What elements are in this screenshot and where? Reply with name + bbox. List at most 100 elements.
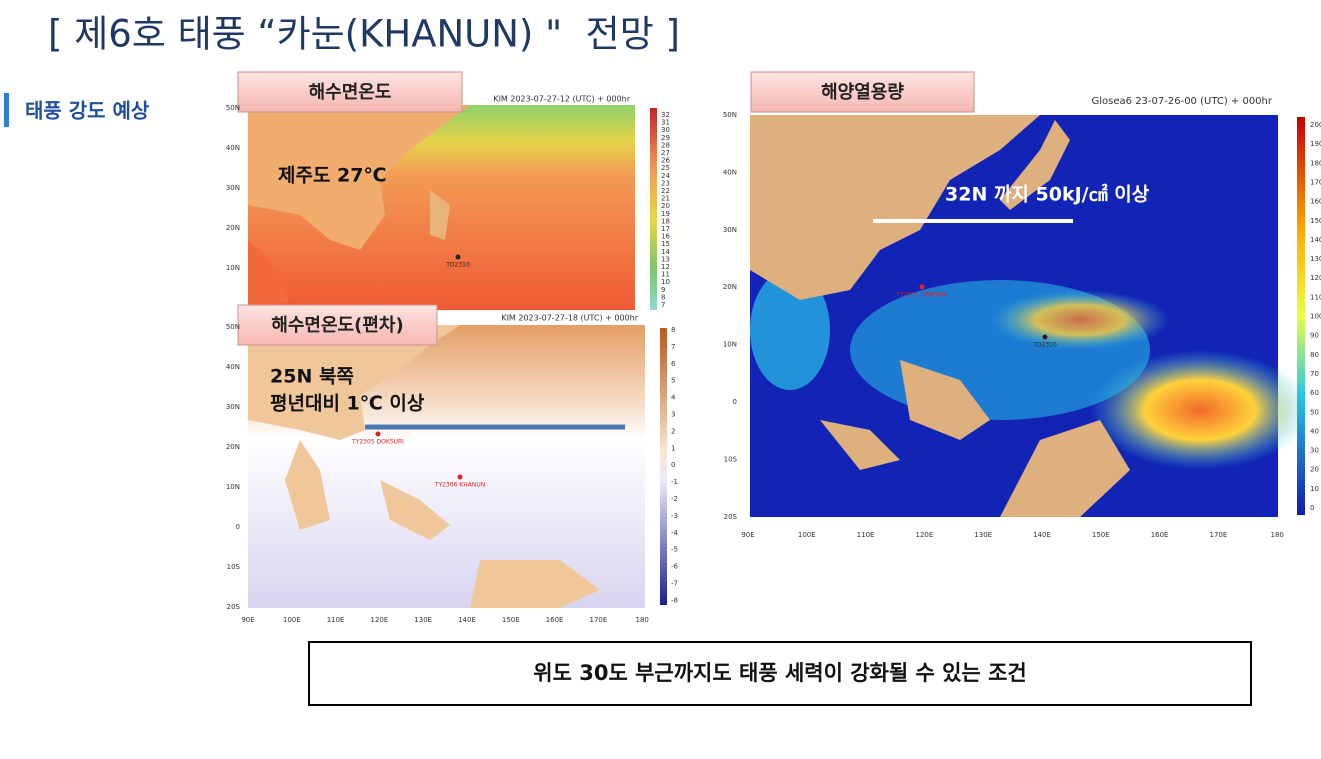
colorbar-label: 17 <box>661 225 670 233</box>
annotation: 25N 북쪽 <box>270 366 354 388</box>
lat-label: 20N <box>226 443 240 451</box>
annotation: 제주도 27℃ <box>278 165 387 187</box>
lat-label: 30N <box>226 403 240 411</box>
colorbar-label: 20 <box>1310 466 1319 474</box>
colorbar-label: 7 <box>661 301 665 309</box>
lon-label: 160E <box>546 616 564 624</box>
storm-label: TD2310 <box>1032 342 1057 349</box>
ocean-heat-map <box>750 115 1310 517</box>
colorbar-label: 32 <box>661 111 670 119</box>
section-title: 태풍 강도 예상 <box>25 99 150 123</box>
storm-marker <box>375 431 381 437</box>
storm-label: TY2305 DOKSURI <box>895 292 948 299</box>
colorbar-label: 19 <box>661 210 670 218</box>
colorbar-label: 0 <box>1310 504 1314 512</box>
lat-label: 40N <box>226 363 240 371</box>
lat-label: 50N <box>226 323 240 331</box>
colorbar-label: 2 <box>671 427 675 435</box>
storm-label: TY2306 KHANUN <box>434 482 485 489</box>
lat-label: 10N <box>226 264 240 272</box>
lat-label: 20N <box>723 283 737 291</box>
lon-label: 170E <box>590 616 608 624</box>
colorbar-label: 21 <box>661 195 670 203</box>
colorbar-label: 8 <box>661 293 665 301</box>
colorbar-label: -4 <box>671 529 679 537</box>
colorbar-label: -7 <box>671 580 678 588</box>
colorbar-label: 6 <box>671 360 676 368</box>
panel-tag: 해수면온도 <box>309 82 392 103</box>
storm-marker <box>1042 334 1048 340</box>
lon-label: 130E <box>974 531 992 539</box>
lat-label: 10N <box>723 341 737 349</box>
colorbar-label: 5 <box>671 377 675 385</box>
lat-label: 40N <box>226 144 240 152</box>
colorbar-label: 180 <box>1310 159 1321 167</box>
colorbar-label: 200 <box>1310 121 1321 129</box>
lat-label: 40N <box>723 168 737 176</box>
lon-label: 170E <box>1210 531 1228 539</box>
lon-label: 110E <box>327 616 345 624</box>
lat-label: 0 <box>236 523 240 531</box>
lat-label: 30N <box>226 184 240 192</box>
lon-label: 120E <box>916 531 934 539</box>
colorbar-label: 22 <box>661 187 670 195</box>
title: [ 제6호 태풍 “카눈(KHANUN) " 전망 ] <box>48 13 680 56</box>
colorbar-label: 15 <box>661 240 670 248</box>
colorbar-label: 150 <box>1310 217 1321 225</box>
lon-label: 90E <box>241 616 254 624</box>
conclusion-box <box>308 641 1252 706</box>
lat-label: 50N <box>226 104 240 112</box>
colorbar-label: 40 <box>1310 427 1319 435</box>
annotation: 평년대비 1℃ 이상 <box>270 393 425 415</box>
panel-tag: 해수면온도(편차) <box>271 315 403 336</box>
colorbar-label: 170 <box>1310 178 1321 186</box>
sst-map <box>248 105 635 310</box>
lon-label: 160E <box>1151 531 1169 539</box>
colorbar-label: 1 <box>671 444 675 452</box>
colorbar <box>650 108 657 310</box>
colorbar-label: 30 <box>661 126 670 134</box>
storm-marker <box>457 474 463 480</box>
lon-label: 100E <box>283 616 301 624</box>
colorbar-label: 110 <box>1310 293 1321 301</box>
lat-label: 10S <box>227 563 241 571</box>
colorbar-label: 24 <box>661 172 670 180</box>
annotation: 32N 까지 50kJ/㎠ 이상 <box>945 183 1150 206</box>
colorbar-label: 10 <box>1310 485 1319 493</box>
colorbar-label: 29 <box>661 134 670 142</box>
conclusion: 위도 30도 부근까지도 태풍 세력이 강화될 수 있는 조건 <box>533 661 1026 685</box>
lat-label: 50N <box>723 111 737 119</box>
colorbar-label: 0 <box>671 461 675 469</box>
colorbar-label: 9 <box>661 286 665 294</box>
colorbar-label: 90 <box>1310 332 1319 340</box>
colorbar-label: 10 <box>661 278 670 286</box>
colorbar-label: 7 <box>671 343 675 351</box>
colorbar-label: 50 <box>1310 408 1319 416</box>
colorbar-label: 140 <box>1310 236 1321 244</box>
colorbar-label: 8 <box>671 326 675 334</box>
colorbar-label: 14 <box>661 248 670 256</box>
colorbar-label: 25 <box>661 164 670 172</box>
storm-marker <box>919 284 925 290</box>
map-caption: KIM 2023-07-27-12 (UTC) + 000hr <box>493 95 630 104</box>
lon-label: 180 <box>636 616 649 624</box>
colorbar-label: -8 <box>671 596 678 604</box>
colorbar-label: 18 <box>661 217 670 225</box>
colorbar-label: 120 <box>1310 274 1321 282</box>
storm-label: TY2305 DOKSURI <box>351 439 404 446</box>
lat-label: 20N <box>226 224 240 232</box>
colorbar-label: 23 <box>661 179 670 187</box>
lat-label: 10S <box>724 455 738 463</box>
panel-tag-box <box>237 304 438 346</box>
lat-label: 30N <box>723 226 737 234</box>
colorbar-label: -1 <box>671 478 678 486</box>
colorbar-label: 3 <box>671 411 675 419</box>
colorbar-label: 30 <box>1310 447 1319 455</box>
lon-label: 100E <box>798 531 816 539</box>
colorbar-label: 4 <box>671 394 676 402</box>
lon-label: 150E <box>502 616 520 624</box>
section-bar <box>4 93 9 127</box>
colorbar-label: -5 <box>671 546 678 554</box>
colorbar-label: -6 <box>671 563 679 571</box>
